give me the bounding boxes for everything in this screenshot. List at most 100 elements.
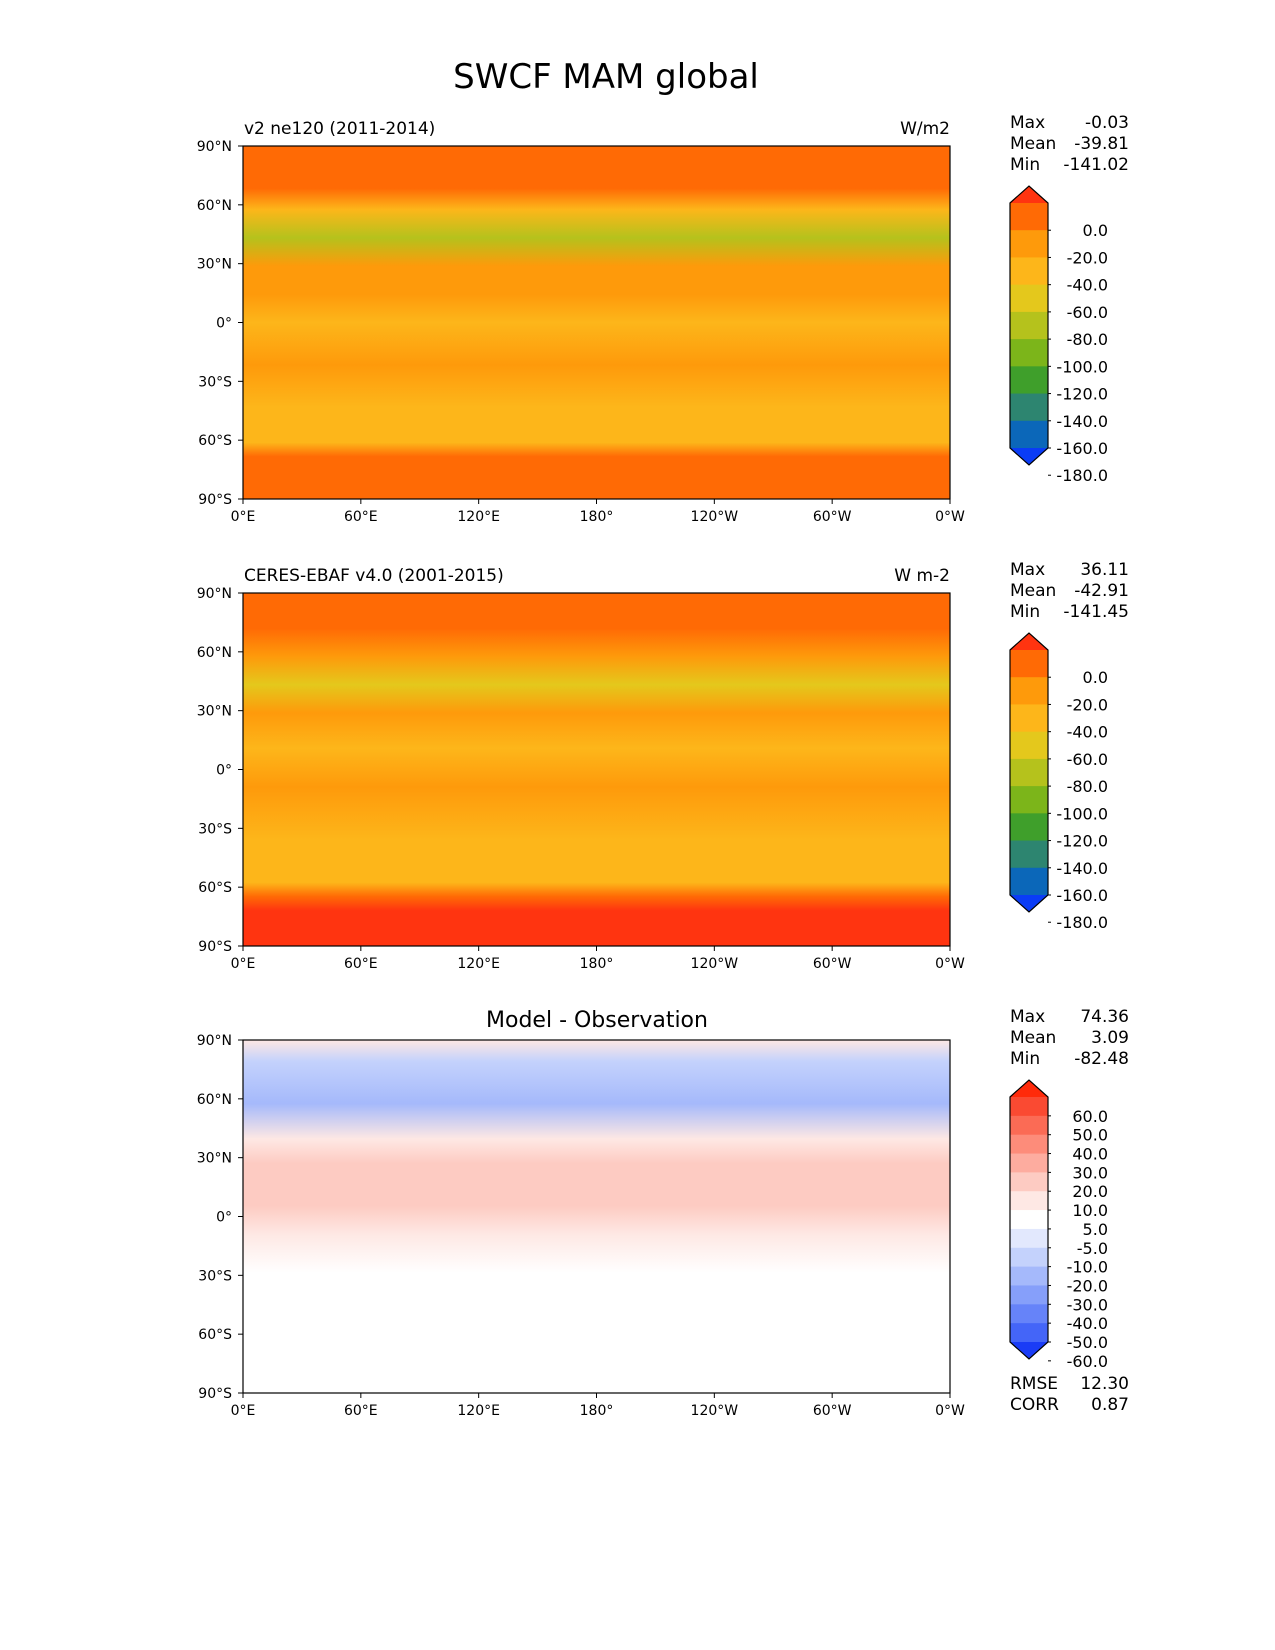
lon-tick-label: 60°W (813, 956, 852, 972)
stats-box: Max -0.03 Mean -39.81 Min -141.02 (1010, 113, 1129, 175)
colorbar-segment (1010, 867, 1048, 896)
panel-observation: CERES-EBAF v4.0 (2001-2015) W m-2 90°N 60… (197, 560, 1129, 972)
lon-tick-label: 0°E (231, 509, 256, 525)
colorbar-tick-label: 20.0 (1072, 1182, 1108, 1201)
colorbar-segment (1010, 311, 1048, 340)
lat-tick-label: 90°N (197, 586, 232, 602)
panel-left-title: CERES-EBAF v4.0 (2001-2015) (244, 566, 504, 586)
colorbar-tick-label: 5.0 (1083, 1220, 1108, 1239)
stat-value: -0.03 (1085, 113, 1129, 133)
lon-tick-label: 120°E (457, 509, 500, 525)
stat-label: Min (1010, 602, 1040, 622)
metric-label: RMSE (1010, 1374, 1058, 1394)
panel-difference: Model - Observation 90°N 60°N 30°N 0° 30°S 60… (197, 1007, 1129, 1419)
colorbar-tick-label: -40.0 (1067, 1314, 1108, 1333)
colorbar-tick-label: -180.0 (1056, 466, 1108, 485)
colorbar-tick-label: -40.0 (1067, 723, 1108, 742)
stat-label: Max (1010, 113, 1045, 133)
stat-value: -141.02 (1063, 155, 1129, 175)
stat-label: Mean (1010, 1028, 1056, 1048)
colorbar-segment (1010, 257, 1048, 286)
lat-tick-label: 90°N (197, 1033, 232, 1049)
colorbar-segment (1010, 731, 1048, 760)
lat-tick-label: 0° (216, 1210, 232, 1226)
metric-label: CORR (1010, 1395, 1059, 1415)
colorbar-segment (1010, 420, 1048, 449)
colorbar-tick-label: 0.0 (1083, 668, 1108, 687)
colorbar-extend-bottom (1010, 448, 1048, 465)
colorbar-segment (1010, 1247, 1048, 1268)
colorbar-segment (1010, 230, 1048, 258)
lat-tick-label: 60°N (197, 198, 232, 214)
colorbar-segment (1010, 1304, 1048, 1324)
lat-tick-label: 90°S (198, 492, 232, 508)
colorbar-segment (1010, 1323, 1048, 1343)
figure-title: SWCF MAM global (453, 57, 759, 97)
lon-tick-label: 0°W (935, 1403, 965, 1419)
metric-value: 0.87 (1091, 1395, 1129, 1415)
colorbar-segment (1010, 1097, 1048, 1117)
colorbar-segment (1010, 786, 1048, 814)
colorbar-segment (1010, 1153, 1048, 1173)
field-fill (243, 1040, 950, 1393)
colorbar-extend-bottom (1010, 895, 1048, 912)
map-field-difference: 90°N 60°N 30°N 0° 30°S 60°S 90°S0°E 60°E 120°E 18… (197, 1033, 965, 1419)
stat-value: -82.48 (1074, 1049, 1129, 1069)
colorbar: 0.0 -20.0 -40.0 -60.0 -80.0 -100.0 -120.0 -140.… (1009, 185, 1108, 485)
colorbar-tick-label: -20.0 (1067, 695, 1108, 714)
colorbar-tick-label: -80.0 (1067, 777, 1108, 796)
colorbar-segment (1010, 284, 1048, 313)
stat-label: Min (1010, 155, 1040, 175)
colorbar-tick-label: 0.0 (1083, 221, 1108, 240)
lon-tick-label: 120°W (691, 956, 739, 972)
map-field-observation: 90°N 60°N 30°N 0° 30°S 60°S 90°S0°E 60°E 120°E 18… (197, 586, 965, 972)
lon-tick-label: 0°W (935, 956, 965, 972)
lat-tick-label: 60°N (197, 1092, 232, 1108)
stat-value: -141.45 (1063, 602, 1129, 622)
colorbar-tick-label: -120.0 (1056, 832, 1108, 851)
stat-label: Mean (1010, 134, 1056, 154)
field-fill (243, 146, 950, 499)
colorbar-tick-label: -20.0 (1067, 1276, 1108, 1295)
stat-value: -42.91 (1074, 581, 1129, 601)
lat-tick-label: 90°S (198, 1386, 232, 1402)
lat-tick-label: 30°N (197, 257, 232, 273)
colorbar-tick-label: -140.0 (1056, 412, 1108, 431)
colorbar: 0.0 -20.0 -40.0 -60.0 -80.0 -100.0 -120.0 -140.… (1009, 632, 1108, 932)
colorbar-extend-bottom (1010, 1342, 1048, 1359)
stat-value: 36.11 (1080, 560, 1129, 580)
panel-left-title: v2 ne120 (2011-2014) (244, 119, 435, 139)
colorbar: 60.050.040.030.020.010.05.0-5.0-10.0-20.… (1009, 1079, 1108, 1371)
panel-right-title: W/m2 (900, 119, 950, 139)
colorbar-segment (1010, 758, 1048, 787)
lon-tick-label: 120°W (691, 509, 739, 525)
colorbar-segment (1010, 704, 1048, 733)
stats-box: Max 74.36 Mean 3.09 Min -82.48 (1010, 1007, 1129, 1069)
lat-tick-label: 30°N (197, 704, 232, 720)
colorbar-tick-label: -60.0 (1067, 303, 1108, 322)
lat-tick-label: 30°S (198, 374, 232, 390)
colorbar-tick-label: -10.0 (1067, 1258, 1108, 1277)
lat-tick-label: 0° (216, 763, 232, 779)
colorbar-segment (1010, 1172, 1048, 1192)
panel-right-title: W m-2 (894, 566, 950, 586)
colorbar-tick-label: -80.0 (1067, 330, 1108, 349)
colorbar-segment (1010, 366, 1048, 395)
colorbar-segment (1010, 1210, 1048, 1230)
lon-tick-label: 0°E (231, 956, 256, 972)
colorbar-tick-label: -20.0 (1067, 248, 1108, 267)
colorbar-tick-label: 50.0 (1072, 1126, 1108, 1145)
colorbar-segment (1010, 339, 1048, 367)
lat-tick-label: 90°S (198, 939, 232, 955)
colorbar-tick-label: 40.0 (1072, 1145, 1108, 1164)
lon-tick-label: 60°W (813, 1403, 852, 1419)
colorbar-segment (1010, 1285, 1048, 1305)
lon-tick-label: 120°E (457, 956, 500, 972)
stat-label: Max (1010, 1007, 1045, 1027)
colorbar-tick-label: -60.0 (1067, 750, 1108, 769)
colorbar-tick-label: -40.0 (1067, 276, 1108, 295)
colorbar-tick-label: -120.0 (1056, 385, 1108, 404)
lon-tick-label: 120°W (691, 1403, 739, 1419)
colorbar-tick-label: -160.0 (1056, 439, 1108, 458)
